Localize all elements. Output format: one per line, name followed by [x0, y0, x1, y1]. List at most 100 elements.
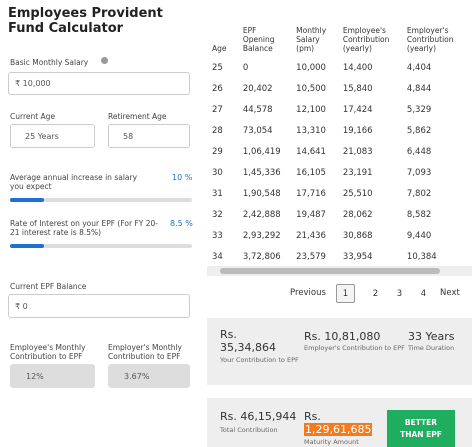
amount: Rs. 10,81,080: [304, 330, 380, 343]
table-row: 27 44,578 12,100 17,424 5,329: [208, 99, 472, 120]
employer-box: 3.67%: [108, 364, 190, 388]
column-header: Employee's Contribution (yearly): [342, 26, 390, 53]
info-icon[interactable]: [101, 57, 108, 64]
summary-box: [207, 318, 472, 385]
cell: 1,06,419: [242, 146, 281, 157]
label: Retirement Age: [108, 112, 167, 121]
cell: 33: [212, 230, 223, 241]
caption: Maturity Amount: [304, 438, 359, 446]
column-header: Monthly Salary (pm): [296, 26, 327, 53]
cell: 9,440: [406, 230, 432, 241]
page-link[interactable]: 2: [372, 288, 379, 299]
next[interactable]: Next: [440, 288, 460, 298]
cell: 13,310: [296, 125, 326, 136]
label: Employee's Monthly Contribution to EPF: [10, 343, 86, 361]
cell: 23,579: [296, 251, 326, 262]
cell: 27: [212, 104, 223, 115]
table-row: 30 1,45,336 16,105 23,191 7,093: [208, 162, 472, 183]
table: Age EPF Opening Balance Monthly Salary (pm…: [208, 26, 472, 267]
column-header: EPF Opening Balance: [242, 26, 275, 53]
cell: 8,582: [406, 209, 432, 220]
cell: 21,083: [342, 146, 373, 157]
page-link[interactable]: 1: [336, 284, 355, 303]
cell: 5,862: [406, 125, 432, 136]
cell: 44,578: [242, 104, 273, 115]
slider[interactable]: [10, 244, 192, 248]
amount: 33 Years: [408, 330, 455, 343]
age-input[interactable]: 25 Years: [10, 124, 95, 148]
cell: 5,329: [406, 104, 432, 115]
cell: 1,45,336: [242, 167, 281, 178]
cell: 17,424: [342, 104, 373, 115]
slider[interactable]: [10, 198, 192, 202]
cell: 7,093: [406, 167, 432, 178]
prefix: Rs.: [304, 330, 321, 343]
table-row: 31 1,90,548 17,716 25,510 7,802: [208, 183, 472, 204]
value: 8.5 %: [170, 219, 193, 228]
cell: 16,105: [296, 167, 326, 178]
cell: 28: [212, 125, 223, 136]
page-link[interactable]: 3: [396, 288, 403, 299]
page-link[interactable]: 4: [420, 288, 427, 299]
cell: 28,062: [342, 209, 373, 220]
cell: 30: [212, 167, 223, 178]
caption: Your Contribution to EPF: [220, 356, 299, 364]
better-button[interactable]: BETTER THAN EPF: [387, 410, 455, 447]
cell: 3,72,806: [242, 251, 281, 262]
prefix: Rs.: [220, 410, 237, 423]
cell: 73,054: [242, 125, 273, 136]
cell: 12,100: [296, 104, 326, 115]
table-row: 25 0 10,000 14,400 4,404: [208, 57, 472, 78]
column-header: Employer's Contribution (yearly): [406, 26, 454, 53]
cell: 0: [242, 62, 249, 73]
cell: 17,716: [296, 188, 326, 199]
cell: 30,868: [342, 230, 373, 241]
cell: 4,844: [406, 83, 432, 94]
salary-input[interactable]: ₹ 10,000: [8, 72, 190, 95]
cell: 34: [212, 251, 223, 262]
table-row: 26 20,402 10,500 15,840 4,844: [208, 78, 472, 99]
cell: 25: [212, 62, 223, 73]
label: Average annual increase in salary you ex…: [10, 173, 138, 191]
cell: 14,400: [342, 62, 373, 73]
label: Basic Monthly Salary: [10, 58, 89, 67]
table-row: 34 3,72,806 23,579 33,954 10,384: [208, 246, 472, 267]
cell: 21,436: [296, 230, 326, 241]
cell: 23,191: [342, 167, 373, 178]
header-row: Age EPF Opening Balance Monthly Salary (pm…: [208, 26, 472, 57]
cell: 19,166: [342, 125, 373, 136]
amount: Rs. 46,15,944: [220, 410, 296, 423]
slider-fill: [10, 198, 44, 202]
balance-input[interactable]: ₹ 0: [8, 294, 190, 318]
label: Current Age: [10, 112, 56, 121]
scroll-thumb[interactable]: [220, 268, 440, 274]
title: Employees Provident Fund Calculator: [8, 6, 163, 36]
value: 46,15,944: [240, 410, 297, 423]
amount: Rs. 35,34,864: [220, 328, 290, 354]
table-row: 33 2,93,292 21,436 30,868 9,440: [208, 225, 472, 246]
cell: 4,404: [406, 62, 432, 73]
label: Employer's Monthly Contribution to EPF: [108, 343, 182, 361]
cell: 7,802: [406, 188, 432, 199]
cell: 19,487: [296, 209, 326, 220]
cell: 14,641: [296, 146, 326, 157]
table-row: 29 1,06,419 14,641 21,083 6,448: [208, 141, 472, 162]
cell: 6,448: [406, 146, 432, 157]
cell: 2,93,292: [242, 230, 281, 241]
retirement-input[interactable]: 58: [108, 124, 190, 148]
previous[interactable]: Previous: [290, 288, 326, 298]
cell: 33,954: [342, 251, 373, 262]
caption: Time Duration: [408, 344, 455, 352]
cell: 2,42,888: [242, 209, 281, 220]
cell: 10,500: [296, 83, 326, 94]
cell: 32: [212, 209, 223, 220]
cell: 10,384: [406, 251, 437, 262]
prefix: Rs.: [304, 410, 321, 423]
column-header: Age: [212, 44, 227, 53]
amount: Rs. 1,29,61,685: [304, 410, 373, 436]
value: 35,34,864: [220, 341, 276, 354]
value: 10,81,080: [324, 330, 381, 343]
employee-box: 12%: [10, 364, 95, 388]
table-row: 32 2,42,888 19,487 28,062 8,582: [208, 204, 472, 225]
